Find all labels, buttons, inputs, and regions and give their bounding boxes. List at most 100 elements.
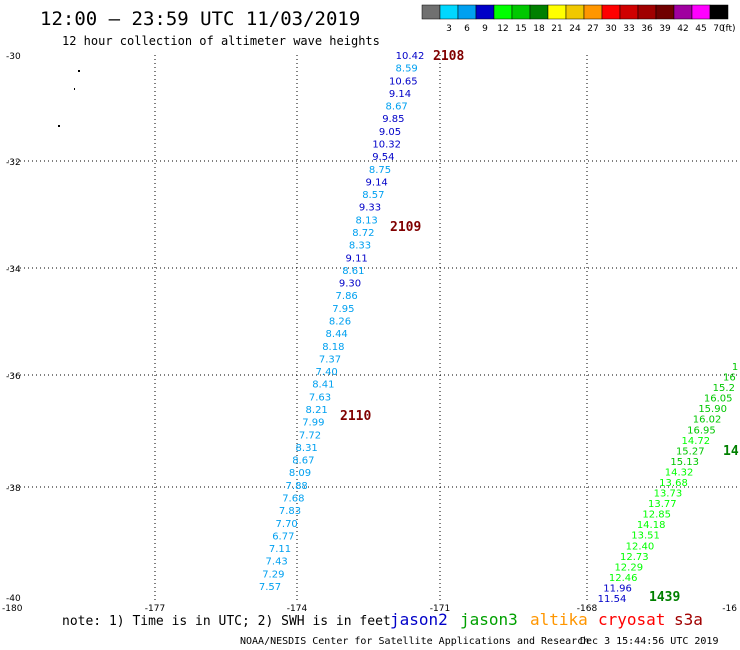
wave-height-reading: 9.30 xyxy=(339,279,361,290)
legend-swatch xyxy=(439,4,459,20)
wave-height-reading: 13.68 xyxy=(659,478,688,489)
time-stamp: 2109 xyxy=(390,220,421,235)
wave-height-reading: 9.54 xyxy=(372,152,394,163)
satellite-jason2: jason2 xyxy=(390,610,448,629)
legend-swatch xyxy=(709,4,729,20)
time-stamp: 14 xyxy=(723,444,739,459)
time-stamp: 2110 xyxy=(340,409,371,424)
map-title: 12:00 — 23:59 UTC 11/03/2019 xyxy=(40,8,360,30)
satellite-cryosat: cryosat xyxy=(598,610,665,629)
wave-height-reading: 7.99 xyxy=(302,418,324,429)
wave-height-reading: 14.72 xyxy=(682,436,711,447)
satellite-altika: altika xyxy=(530,610,588,629)
legend-swatch xyxy=(655,4,675,20)
wave-height-reading: 8.33 xyxy=(349,241,371,252)
wave-height-reading: 9.05 xyxy=(379,127,401,138)
wave-height-reading: 8.26 xyxy=(329,317,351,328)
wave-height-reading: 14.18 xyxy=(637,520,666,531)
wave-height-reading: 9.14 xyxy=(389,89,411,100)
legend-label: 9 xyxy=(482,24,488,34)
wave-height-reading: 8.59 xyxy=(396,64,418,75)
legend-label: 3 xyxy=(446,24,452,34)
wave-height-reading: 7.40 xyxy=(316,367,338,378)
wave-height-reading: 11.54 xyxy=(598,594,627,605)
legend-label: 6 xyxy=(464,24,470,34)
wave-height-reading: 12.46 xyxy=(609,573,638,584)
legend-swatch xyxy=(493,4,513,20)
wave-height-reading: 8.72 xyxy=(352,228,374,239)
wave-height-reading: 12.85 xyxy=(642,510,671,521)
wave-height-reading: 8.75 xyxy=(369,165,391,176)
wave-height-reading: 12.40 xyxy=(626,541,655,552)
lat-lon-grid: -30 -32 -34 -36 -38 -40-180 -177 -174 -171 -168 -1… xyxy=(2,52,737,614)
legend-swatch xyxy=(511,4,531,20)
wave-height-reading: 8.57 xyxy=(362,190,384,201)
wave-height-reading: 10.65 xyxy=(389,76,418,87)
latitude-label: -32 xyxy=(6,158,21,168)
wave-height-reading: 10.32 xyxy=(372,140,401,151)
longitude-label: -168 xyxy=(577,604,598,614)
legend-label: 39 xyxy=(659,24,671,34)
legend-label: 33 xyxy=(623,24,634,34)
wave-height-reading: 12.73 xyxy=(620,552,649,563)
wave-height-reading: 8.21 xyxy=(306,405,328,416)
longitude-label: -177 xyxy=(145,604,165,614)
legend-swatch xyxy=(691,4,711,20)
legend-swatch xyxy=(673,4,693,20)
wave-height-reading: 8.09 xyxy=(289,468,311,479)
wave-height-reading: 9.33 xyxy=(359,203,381,214)
legend-swatch xyxy=(457,4,477,20)
wave-height-reading: 15.27 xyxy=(676,446,705,457)
wave-height-reading: 1 xyxy=(732,362,738,373)
wave-height-reading: 13.77 xyxy=(648,499,677,510)
wave-height-reading: 15.90 xyxy=(698,404,727,415)
legend-label: 36 xyxy=(641,24,653,34)
island-specks xyxy=(58,70,80,127)
island-speck xyxy=(74,88,75,90)
satellite-s3a: s3a xyxy=(674,610,703,629)
wave-height-reading: 16.95 xyxy=(687,425,716,436)
latitude-label: -30 xyxy=(6,52,21,62)
wave-height-reading: 8.13 xyxy=(356,215,378,226)
island-speck xyxy=(78,70,80,72)
wave-height-reading: 13.51 xyxy=(631,531,660,542)
latitude-label: -40 xyxy=(6,594,21,604)
legend-unit: (ft) xyxy=(722,24,736,34)
footer-credit: NOAA/NESDIS Center for Satellite Applica… xyxy=(240,636,589,647)
wave-height-reading: 7.63 xyxy=(309,392,331,403)
wave-height-reading: 11.96 xyxy=(603,583,632,594)
wave-height-reading: 13.73 xyxy=(654,489,683,500)
wave-height-reading: 7.70 xyxy=(276,519,298,530)
wave-height-reading: 15.13 xyxy=(670,457,699,468)
wave-height-reading: 7.86 xyxy=(336,291,358,302)
longitude-label: -16 xyxy=(722,604,737,614)
legend-swatch xyxy=(547,4,567,20)
wave-height-reading: 8.31 xyxy=(296,443,318,454)
wave-height-reading: 7.95 xyxy=(332,304,354,315)
legend-label: 21 xyxy=(551,24,562,34)
latitude-label: -38 xyxy=(6,484,21,494)
legend-label: 24 xyxy=(569,24,581,34)
wave-height-reading: 9.11 xyxy=(346,253,368,264)
wave-height-reading: 8.41 xyxy=(312,380,334,391)
wave-height-reading: 7.43 xyxy=(266,557,288,568)
latitude-label: -36 xyxy=(6,372,21,382)
latitude-label: -34 xyxy=(6,265,21,275)
wave-height-reading: 7.57 xyxy=(259,582,281,593)
legend-label: 30 xyxy=(605,24,617,34)
satellite-legend: jason2 jason3 altika cryosat s3a xyxy=(390,610,703,629)
longitude-label: -174 xyxy=(287,604,308,614)
footer-timestamp: Dec 3 15:44:56 UTC 2019 xyxy=(580,636,718,647)
color-legend: 3 6 9 12 15 18 21 24 27 30 33 36 39 42 45 70(ft) xyxy=(421,4,736,34)
legend-label: 42 xyxy=(677,24,688,34)
legend-label: 45 xyxy=(695,24,706,34)
wave-height-reading: 8.67 xyxy=(292,456,314,467)
legend-label: 15 xyxy=(515,24,526,34)
wave-height-reading: 9.14 xyxy=(366,177,388,188)
wave-height-reading: 7.11 xyxy=(269,544,291,555)
legend-swatch xyxy=(619,4,639,20)
wave-height-reading: 16 xyxy=(723,373,736,384)
wave-height-reading: 7.88 xyxy=(286,481,308,492)
